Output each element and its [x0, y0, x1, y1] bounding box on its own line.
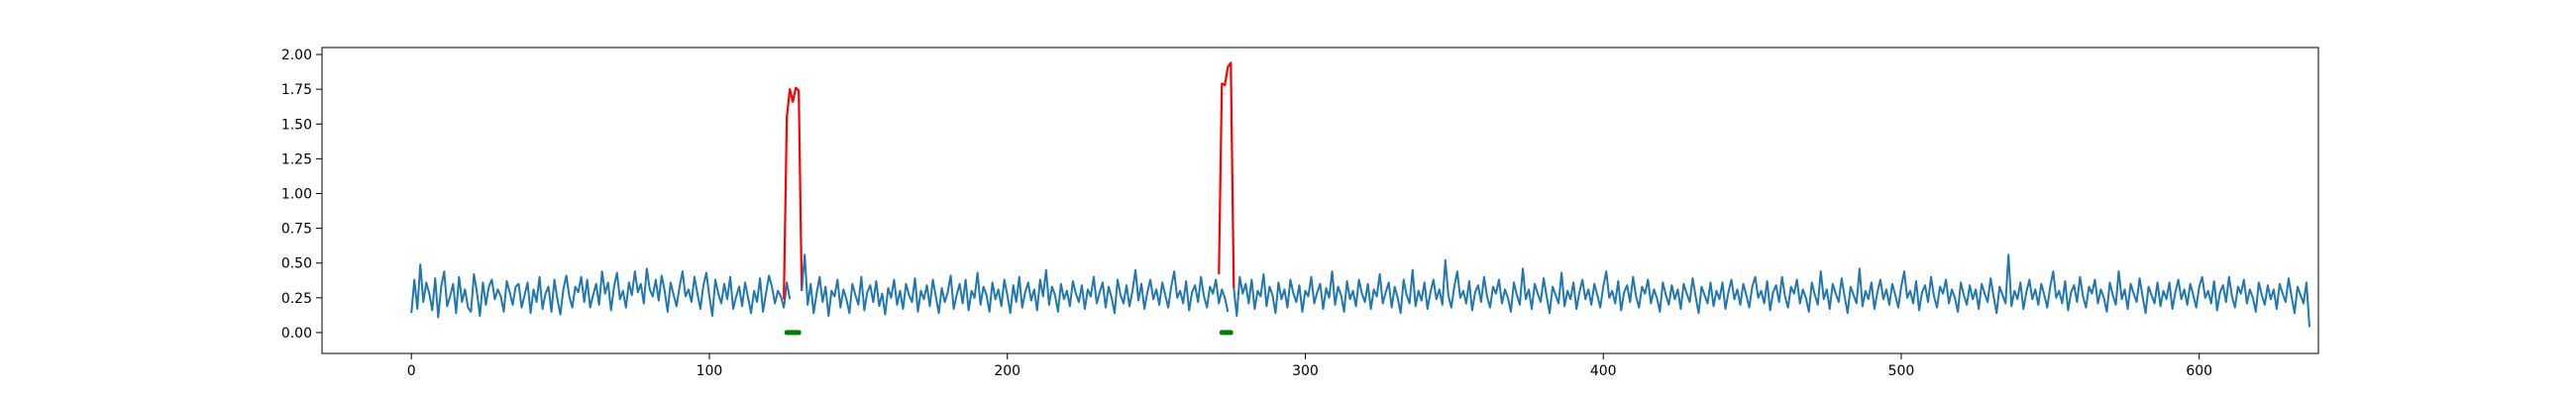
signal-line-4 [1233, 253, 2310, 328]
plot-area [410, 61, 2310, 336]
x-tick-label: 500 [1888, 363, 1915, 379]
signal-line-0 [410, 263, 792, 319]
y-tick-label: 1.00 [281, 186, 312, 202]
x-tick-label: 600 [2186, 363, 2212, 379]
y-tick-label: 1.50 [281, 117, 312, 133]
x-tick-label: 200 [994, 363, 1020, 379]
signal-line-2 [801, 253, 1230, 318]
x-tick-label: 0 [407, 363, 416, 379]
y-tick-label: 0.50 [281, 256, 312, 272]
x-tick-label: 300 [1292, 363, 1319, 379]
y-tick-label: 1.75 [281, 82, 312, 98]
x-axis-ticks: 0 100 200 300 400 500 600 [407, 353, 2212, 379]
y-tick-label: 0.25 [281, 291, 312, 307]
series-layer [410, 61, 2310, 328]
axes-frame [321, 47, 2319, 354]
y-axis-ticks: 0.00 0.25 0.50 0.75 1.00 1.25 1.50 1.75 2.00 [281, 48, 322, 342]
y-tick-label: 1.25 [281, 151, 312, 167]
y-tick-label: 2.00 [281, 48, 312, 63]
y-tick-label: 0.75 [281, 222, 312, 238]
anomaly-line-3 [1218, 61, 1235, 289]
x-tick-label: 400 [1590, 363, 1617, 379]
anomaly-line-1 [783, 86, 804, 300]
x-tick-label: 100 [697, 363, 723, 379]
y-tick-label: 0.00 [281, 326, 312, 342]
